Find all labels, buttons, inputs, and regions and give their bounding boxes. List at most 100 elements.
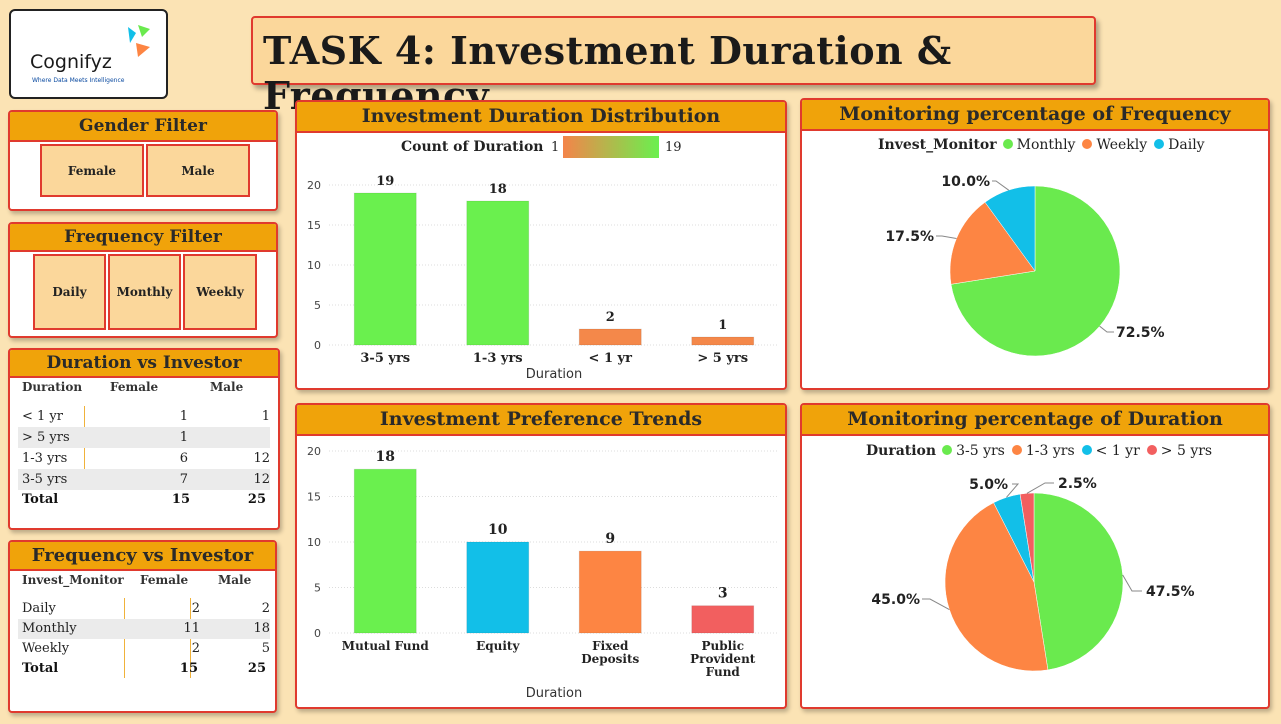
row-male: 1 (261, 408, 270, 424)
pie-data-label: 47.5% (1146, 584, 1195, 600)
duration-distribution-card: Investment Duration Distribution Count o… (295, 100, 787, 390)
legend-item[interactable]: Daily (1154, 137, 1205, 153)
table-row: 1-3 yrs 6 12 (18, 448, 270, 469)
legend-label: Monthly (1016, 137, 1076, 153)
table-row: Monthly 11 18 (18, 619, 270, 639)
row-label: < 1 yr (22, 408, 63, 424)
data-label: 2 (606, 310, 615, 325)
frequency-vs-investor-card: Frequency vs Investor Invest_Monitor Fem… (8, 540, 277, 713)
frequency-pie-title: Monitoring percentage of Frequency (802, 100, 1268, 131)
total-label: Total (22, 492, 59, 507)
table-row: 3-5 yrs 7 12 (18, 469, 270, 490)
x-tick-label: Fixed (592, 639, 629, 653)
x-tick-label: Mutual Fund (342, 639, 430, 653)
table-row: > 5 yrs 1 (18, 427, 270, 448)
duration-pie-legend: Duration 3-5 yrs 1-3 yrs < 1 yr > 5 yrs (866, 443, 1219, 459)
logo: Cognifyz Where Data Meets Intelligence (24, 15, 160, 95)
row-male: 2 (261, 601, 270, 616)
pie-slice[interactable] (950, 185, 1121, 357)
row-female: 1 (179, 408, 188, 424)
row-male: 18 (253, 621, 270, 636)
row-female: 7 (179, 471, 188, 487)
row-female: 6 (179, 450, 188, 466)
legend-label: > 5 yrs (1160, 443, 1213, 459)
row-female: 2 (191, 641, 200, 656)
legend-item[interactable]: 1-3 yrs (1011, 443, 1075, 459)
bar[interactable] (691, 336, 755, 346)
logo-card: Cognifyz Where Data Meets Intelligence (9, 9, 168, 99)
x-axis-label: Duration (526, 367, 582, 382)
col-male: Male (218, 573, 252, 587)
filter-daily-button[interactable]: Daily (33, 254, 106, 330)
frequency-filter-card: Frequency Filter Daily Monthly Weekly (8, 222, 278, 338)
x-tick-label: < 1 yr (589, 351, 633, 366)
leader-line (1122, 574, 1142, 592)
legend-dot-icon (942, 445, 953, 455)
row-label: Weekly (22, 641, 70, 656)
filter-male-button[interactable]: Male (146, 144, 250, 197)
data-label: 19 (376, 174, 394, 189)
preference-trends-title: Investment Preference Trends (297, 405, 785, 436)
pie-data-label: 10.0% (941, 174, 990, 190)
x-tick-label: Fund (706, 665, 741, 679)
filter-weekly-button[interactable]: Weekly (183, 254, 257, 330)
legend-label: Weekly (1096, 137, 1148, 153)
preference-trends-chart: 0 5 10 15 20 18 Mutual Fund 10 Equity 9 FixedDepos… (307, 445, 779, 701)
legend-title: Invest_Monitor (878, 137, 997, 153)
pie-slice[interactable] (949, 201, 1036, 285)
y-tick-label: 0 (314, 627, 321, 640)
filter-female-button[interactable]: Female (40, 144, 144, 197)
frequency-pie-card: Monitoring percentage of Frequency Inves… (800, 98, 1270, 390)
legend-item[interactable]: > 5 yrs (1146, 443, 1213, 459)
row-female: 11 (183, 621, 200, 636)
page-title: TASK 4: Investment Duration & Frequency (263, 28, 952, 118)
bar[interactable] (578, 550, 642, 634)
pie-slice[interactable] (984, 185, 1036, 272)
gradient-legend-bar (563, 136, 659, 158)
y-tick-label: 15 (307, 219, 321, 232)
x-axis-label: Duration (526, 686, 582, 701)
duration-distribution-chart: 0 5 10 15 20 19 3-5 yrs 18 1-3 yrs 2 < 1 yr 1 > 5 yr… (307, 174, 779, 382)
y-tick-label: 10 (307, 259, 321, 272)
bar[interactable] (578, 328, 642, 346)
legend-item[interactable]: Weekly (1082, 137, 1147, 153)
x-tick-label: Provident (690, 652, 756, 666)
legend-item[interactable]: < 1 yr (1081, 443, 1140, 459)
row-female: 1 (179, 429, 188, 445)
y-tick-label: 5 (314, 582, 321, 595)
filter-monthly-button[interactable]: Monthly (108, 254, 181, 330)
frequency-filter-title: Frequency Filter (10, 224, 276, 252)
col-female: Female (140, 573, 189, 587)
data-label: 18 (489, 182, 507, 197)
bar[interactable] (353, 468, 417, 634)
gender-filter-title: Gender Filter (10, 112, 276, 142)
legend-item[interactable]: Monthly (1002, 137, 1076, 153)
pie-slice[interactable] (944, 502, 1049, 672)
legend-title: Duration (866, 443, 937, 459)
legend-item[interactable]: 3-5 yrs (942, 443, 1005, 459)
gradient-min-label: 1 (551, 140, 560, 155)
bar[interactable] (691, 605, 755, 634)
duration-legend-title: Count of Duration (401, 139, 544, 155)
duration-pie-title: Monitoring percentage of Duration (802, 405, 1268, 436)
legend-dot-icon (1082, 139, 1093, 149)
x-tick-label: 3-5 yrs (360, 351, 410, 366)
bar[interactable] (353, 192, 417, 346)
y-tick-label: 15 (307, 491, 321, 504)
legend-dot-icon (1002, 139, 1013, 149)
bar[interactable] (466, 541, 530, 634)
pie-data-label: 72.5% (1116, 325, 1165, 341)
x-tick-label: Equity (476, 639, 520, 653)
data-label: 18 (376, 449, 395, 465)
pie-slice[interactable] (1019, 492, 1035, 583)
pie-data-label: 5.0% (969, 477, 1008, 493)
duration-pie-chart: 47.5% 45.0% 5.0% 2.5% (871, 476, 1195, 672)
bar[interactable] (466, 200, 530, 346)
data-label: 3 (718, 586, 728, 602)
pie-data-label: 45.0% (871, 592, 920, 608)
pie-slice[interactable] (1033, 492, 1124, 671)
gender-filter-card: Gender Filter Female Male (8, 110, 278, 211)
row-label: Monthly (22, 621, 77, 636)
pie-data-label: 17.5% (885, 229, 934, 245)
logo-triangles-icon (128, 25, 150, 57)
